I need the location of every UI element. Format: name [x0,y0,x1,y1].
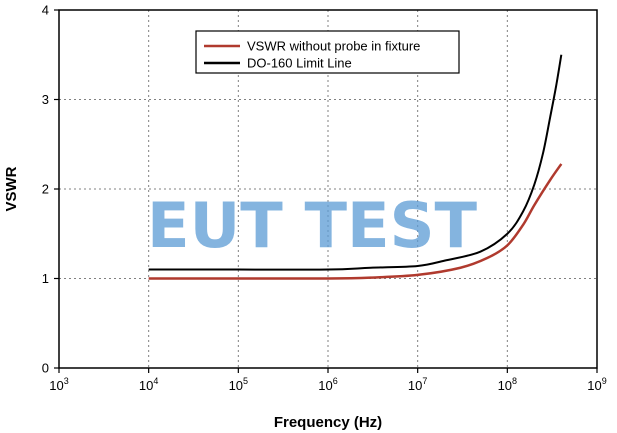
x-tick-label: 103 [49,376,68,393]
x-tick-label: 107 [408,376,427,393]
series-line-limit [148,54,563,271]
x-tick-label: 106 [318,376,337,393]
y-tick-label: 4 [42,3,49,18]
watermark-text: EUT TEST [147,189,477,262]
series-lines [148,54,563,280]
x-tick-label: 105 [229,376,248,393]
y-tick-label: 0 [42,361,49,376]
y-axis-title: VSWR [3,166,20,211]
x-tick-label: 109 [587,376,606,393]
x-axis-title: Frequency (Hz) [274,414,382,431]
y-tick-label: 3 [42,92,49,107]
y-tick-label: 2 [42,182,49,197]
legend-label-vswr: VSWR without probe in fixture [247,39,420,54]
axis-ticks: 103 104 105 106 107 108 109 0 1 2 3 4 [42,3,607,394]
legend-box [195,30,460,74]
series-line-vswr [148,163,563,280]
x-tick-label: 104 [139,376,158,393]
legend: VSWR without probe in fixture DO-160 Lim… [195,30,460,74]
legend-label-limit-line: DO-160 Limit Line [247,56,352,71]
y-tick-label: 1 [42,271,49,286]
x-tick-label: 108 [498,376,517,393]
